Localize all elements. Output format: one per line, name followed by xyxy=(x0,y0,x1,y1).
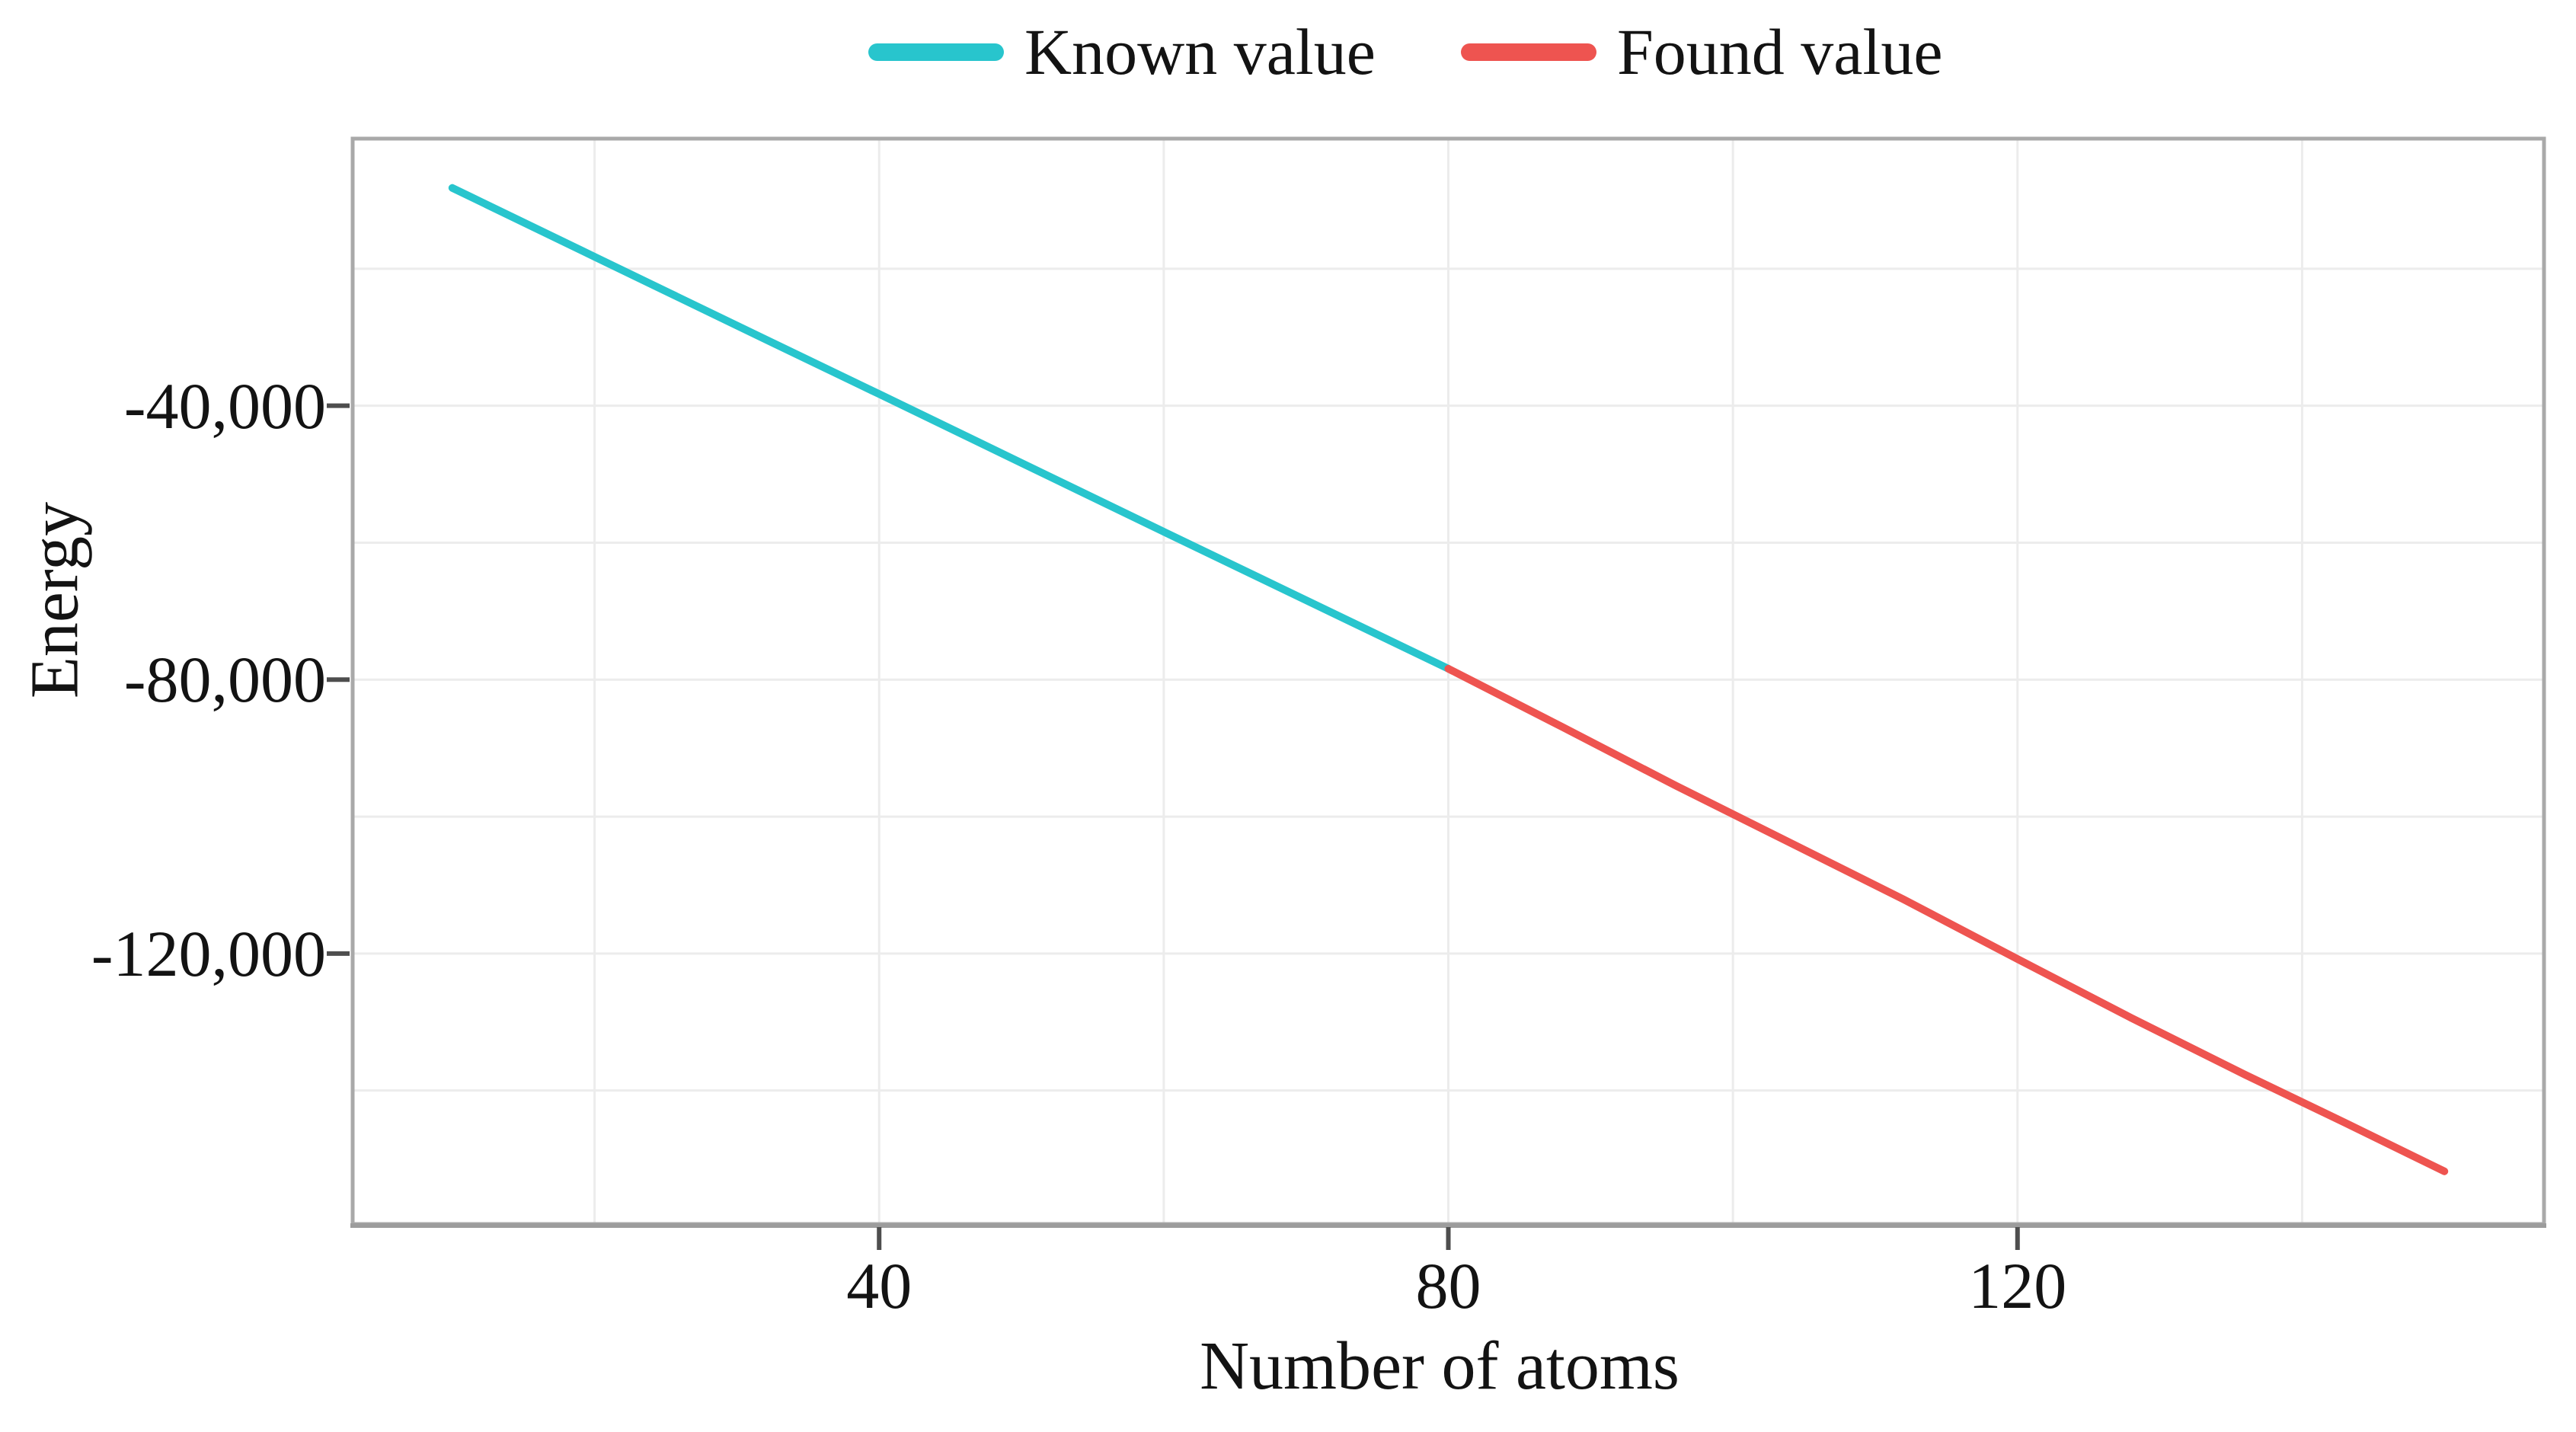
y-tick-label: -120,000 xyxy=(91,916,326,990)
legend-label-found-value: Found value xyxy=(1616,15,1943,88)
legend: Known value Found value xyxy=(868,12,1943,91)
series-line-known-value xyxy=(448,184,1453,673)
y-tick-label: -40,000 xyxy=(123,369,326,443)
found-value-line-swatch xyxy=(1460,43,1596,61)
x-tick-label: 120 xyxy=(1968,1249,2067,1322)
x-tick-label: 40 xyxy=(846,1249,912,1322)
y-tick-label: -80,000 xyxy=(123,643,326,717)
legend-item-found-value: Found value xyxy=(1460,12,1943,91)
x-tick-label: 80 xyxy=(1415,1249,1481,1322)
known-value-line-swatch xyxy=(868,43,1004,61)
legend-item-known-value: Known value xyxy=(868,12,1376,91)
x-axis-title: Number of atoms xyxy=(1200,1328,1680,1404)
series-line-found-value xyxy=(1444,664,2449,1175)
legend-label-known-value: Known value xyxy=(1024,15,1376,88)
